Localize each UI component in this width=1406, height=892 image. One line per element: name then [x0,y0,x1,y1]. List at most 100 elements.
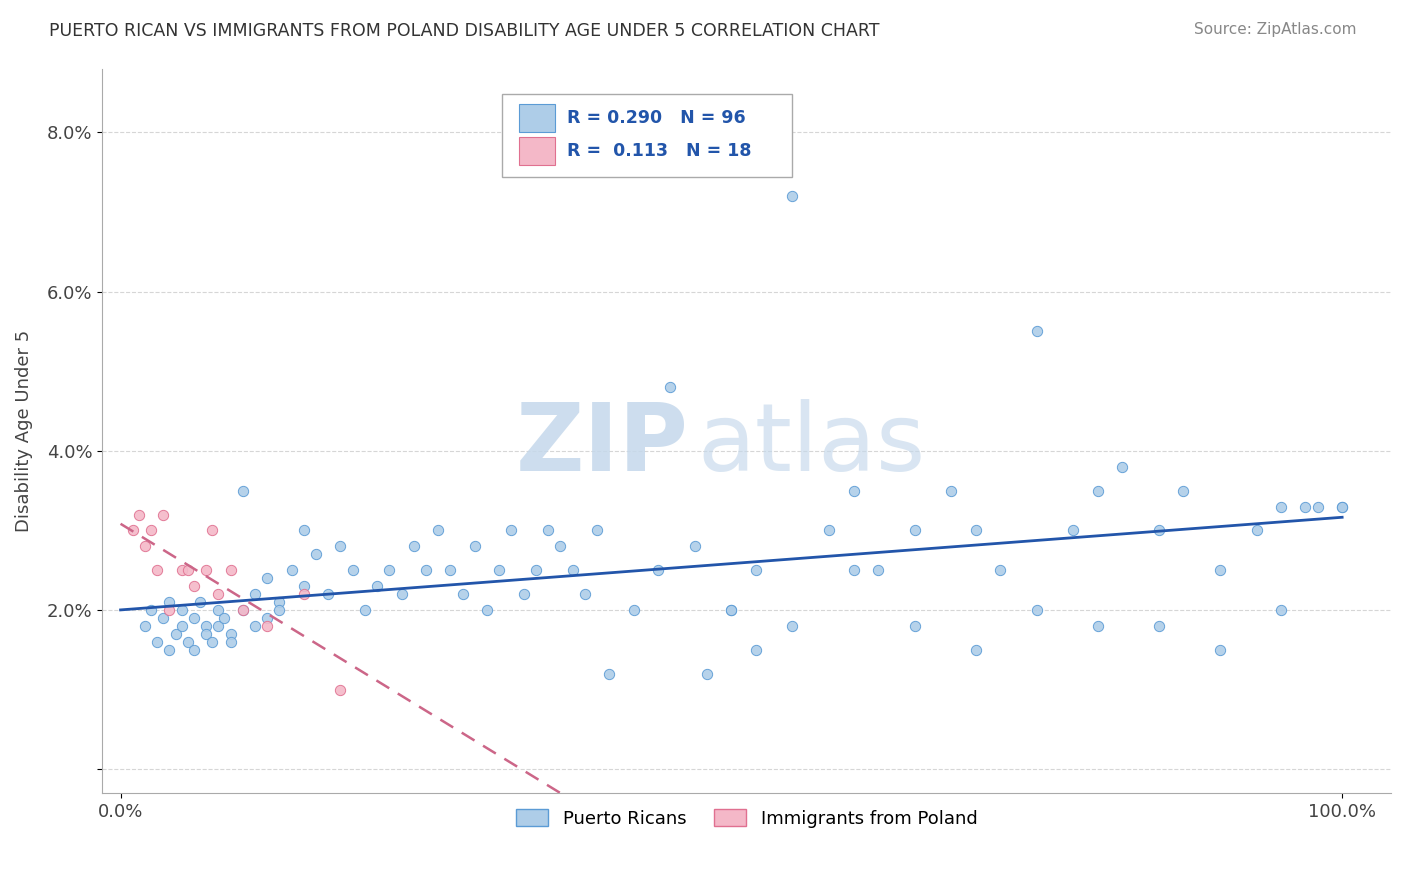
Point [903,619,925,633]
Legend: Puerto Ricans, Immigrants from Poland: Puerto Ricans, Immigrants from Poland [509,802,984,835]
Point [177,635,200,649]
Point [598,666,620,681]
Point [524,563,547,577]
Point [188,595,211,609]
Point [427,524,450,538]
Point [157,603,180,617]
Point [316,587,339,601]
Point [207,619,229,633]
Point [256,571,278,585]
Point [121,524,143,538]
Bar [519,104,554,132]
Point [512,587,534,601]
Text: Source: ZipAtlas.com: Source: ZipAtlas.com [1194,22,1357,37]
Point [647,563,669,577]
Point [195,619,218,633]
Point [1331,500,1354,514]
Point [139,603,162,617]
Point [1147,619,1170,633]
Point [550,540,572,554]
Point [139,524,162,538]
Point [1331,500,1354,514]
Point [243,587,266,601]
FancyBboxPatch shape [502,94,792,178]
Text: ZIP: ZIP [516,400,689,491]
Point [280,563,302,577]
Point [1295,500,1317,514]
Point [1025,324,1047,338]
Point [1025,603,1047,617]
Point [965,643,987,657]
Point [1087,483,1109,498]
Point [292,524,315,538]
Point [1270,603,1292,617]
Point [177,563,200,577]
Point [391,587,413,601]
Point [195,627,218,641]
Point [232,603,254,617]
Point [561,563,583,577]
Point [574,587,596,601]
Point [165,627,187,641]
Point [329,682,352,697]
Point [402,540,425,554]
Y-axis label: Disability Age Under 5: Disability Age Under 5 [15,330,32,532]
Point [292,579,315,593]
Point [745,563,768,577]
Point [152,508,174,522]
Point [134,619,156,633]
Point [305,548,328,562]
Point [1147,524,1170,538]
Point [1173,483,1195,498]
Text: R = 0.290   N = 96: R = 0.290 N = 96 [568,109,747,127]
Point [152,611,174,625]
Point [720,603,742,617]
Point [157,643,180,657]
Point [207,603,229,617]
Point [378,563,401,577]
Text: R =  0.113   N = 18: R = 0.113 N = 18 [568,142,752,161]
Point [354,603,377,617]
Point [782,189,804,203]
Point [451,587,474,601]
Point [183,579,205,593]
Point [1111,459,1133,474]
Point [201,524,224,538]
Point [232,483,254,498]
Point [537,524,560,538]
Point [243,619,266,633]
Point [232,603,254,617]
Point [157,595,180,609]
Point [745,643,768,657]
Point [696,666,718,681]
Point [219,627,242,641]
Point [415,563,437,577]
Point [201,635,224,649]
Point [207,587,229,601]
Point [586,524,609,538]
Point [439,563,461,577]
Point [170,619,193,633]
Point [214,611,236,625]
Text: PUERTO RICAN VS IMMIGRANTS FROM POLAND DISABILITY AGE UNDER 5 CORRELATION CHART: PUERTO RICAN VS IMMIGRANTS FROM POLAND D… [49,22,880,40]
Point [965,524,987,538]
Point [941,483,963,498]
Point [146,635,169,649]
Point [329,540,352,554]
Point [1087,619,1109,633]
Point [1270,500,1292,514]
Point [866,563,889,577]
Text: atlas: atlas [697,400,927,491]
Point [903,524,925,538]
Point [219,635,242,649]
Point [366,579,388,593]
Point [623,603,645,617]
Point [475,603,498,617]
Point [683,540,706,554]
Point [842,563,865,577]
Point [464,540,486,554]
Point [134,540,156,554]
Bar [519,137,554,165]
Point [269,603,291,617]
Point [1062,524,1084,538]
